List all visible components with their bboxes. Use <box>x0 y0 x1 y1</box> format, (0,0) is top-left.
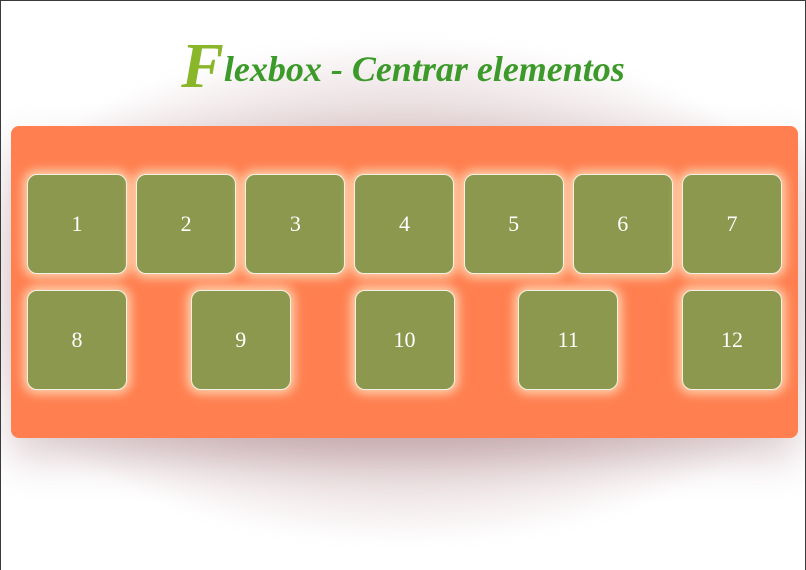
flex-item: 3 <box>245 174 346 274</box>
flex-item: 11 <box>518 290 619 390</box>
flex-item: 8 <box>27 290 127 390</box>
flex-item: 5 <box>463 174 564 274</box>
flex-item: 2 <box>136 174 237 274</box>
title-initial: F <box>181 30 224 101</box>
flex-item: 4 <box>354 174 455 274</box>
title-text: lexbox - Centrar elementos <box>223 49 625 89</box>
flex-container: 1 2 3 4 5 6 7 8 9 10 11 12 <box>11 126 798 438</box>
flex-item: 6 <box>572 174 673 274</box>
flex-item: 7 <box>681 174 782 274</box>
flex-item: 1 <box>27 174 127 274</box>
flex-item: 10 <box>354 290 455 390</box>
flex-item: 9 <box>190 290 291 390</box>
page-title: Flexbox - Centrar elementos <box>1 31 805 104</box>
flex-item: 12 <box>682 290 782 390</box>
